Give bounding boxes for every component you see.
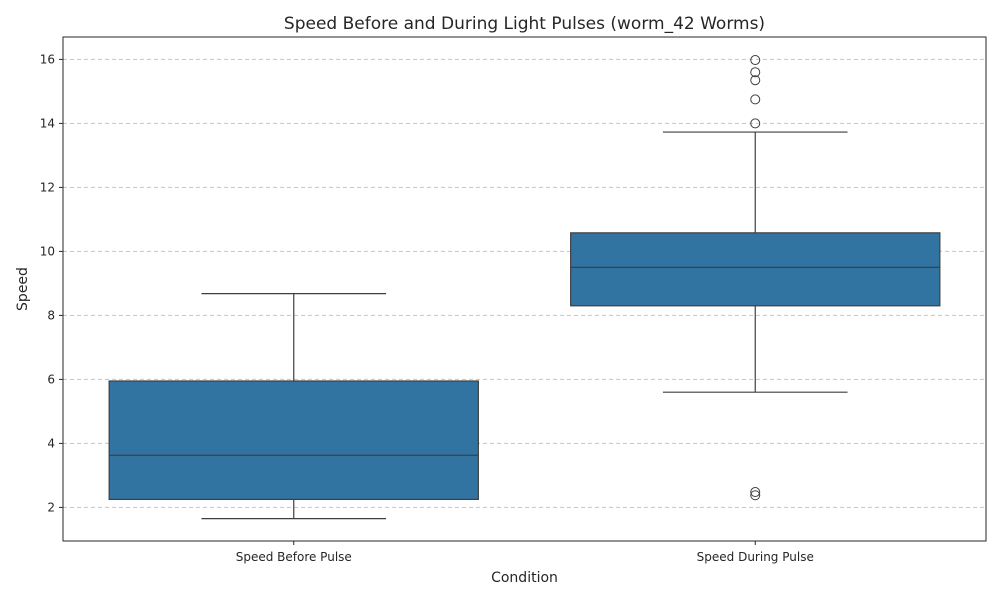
y-tick-label: 4	[47, 436, 55, 450]
y-tick-label: 16	[40, 52, 55, 66]
box-iqr	[108, 380, 479, 501]
x-axis-label: Condition	[491, 570, 558, 586]
y-tick-label: 8	[47, 308, 55, 322]
outlier-point	[750, 487, 761, 498]
outlier-point	[750, 67, 761, 78]
chart-title: Speed Before and During Light Pulses (wo…	[284, 14, 765, 34]
y-tick-label: 6	[47, 372, 55, 386]
plot-frame	[62, 36, 987, 542]
y-axis-ticks: 2 4 6 8 10 12 14 16	[40, 52, 63, 514]
x-tick-label: Speed Before Pulse	[236, 550, 352, 564]
box-group	[570, 55, 941, 501]
x-tick-label: Speed During Pulse	[697, 550, 814, 564]
x-axis-ticks: Speed Before Pulse Speed During Pulse	[236, 541, 814, 564]
outlier-point	[750, 118, 761, 129]
y-tick-label: 12	[40, 180, 55, 194]
y-tick-label: 14	[40, 116, 55, 130]
y-tick-label: 2	[47, 500, 55, 514]
y-tick-label: 10	[40, 244, 55, 258]
outlier-point	[750, 94, 761, 105]
outlier-point	[750, 55, 761, 66]
box-layer	[108, 55, 941, 520]
box-iqr	[570, 232, 941, 307]
box-group	[108, 293, 479, 520]
outlier-point	[750, 75, 761, 86]
y-axis-label: Speed	[15, 267, 31, 311]
outlier-point	[750, 490, 761, 501]
